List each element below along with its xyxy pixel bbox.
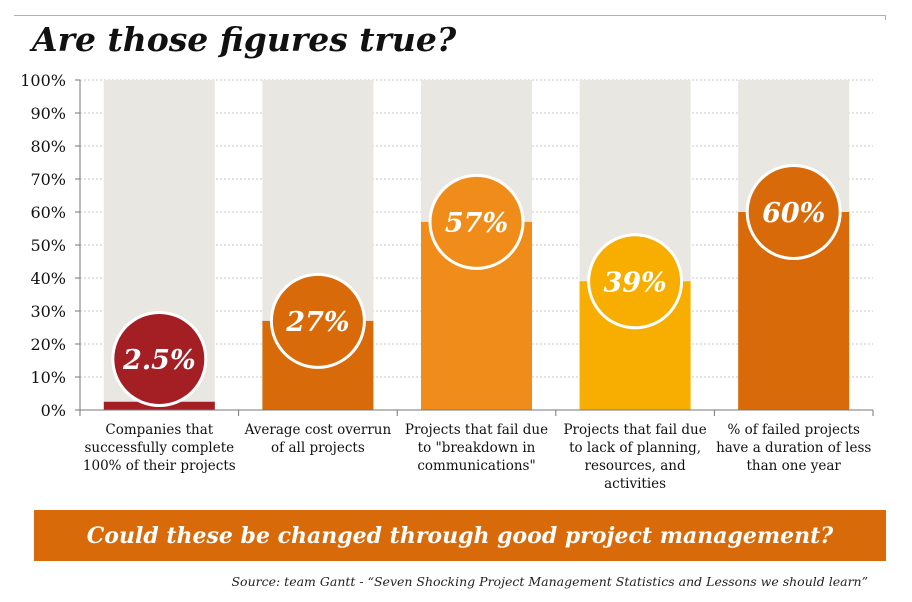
- y-tick-label: 10%: [30, 368, 66, 387]
- y-tick-label: 70%: [30, 170, 66, 189]
- source-citation: Source: team Gantt - “Seven Shocking Pro…: [231, 574, 868, 589]
- data-label: 2.5%: [122, 345, 196, 376]
- y-tick-label: 50%: [30, 236, 66, 255]
- y-tick-label: 20%: [30, 335, 66, 354]
- top-rule-tick: [885, 15, 886, 20]
- x-tick-label: Projects that fail due to "breakdown in co…: [405, 422, 548, 474]
- bar-chart: 0% 10% 20% 30% 40% 50% 60% 70% 80% 90% 100% Compani…: [20, 71, 874, 492]
- y-tick-label: 40%: [30, 269, 66, 288]
- data-label: 39%: [603, 267, 666, 298]
- page-title: Are those figures true?: [32, 20, 457, 59]
- value-badge: [114, 314, 205, 404]
- value-badge: [272, 275, 363, 366]
- y-tick-label: 90%: [30, 104, 66, 123]
- y-tick-label: 100%: [20, 71, 66, 90]
- x-tick-label: Average cost overrun of all projects: [244, 422, 392, 456]
- y-tick-label: 80%: [30, 137, 66, 156]
- value-badge: [590, 236, 681, 327]
- question-banner: Could these be changed through good proj…: [34, 510, 886, 561]
- value-badge: [431, 176, 522, 267]
- value-badge: [748, 167, 839, 257]
- x-tick-label: Companies that successfully complete 100% …: [83, 422, 236, 474]
- y-tick-label: 60%: [30, 203, 66, 222]
- y-tick-label: 30%: [30, 302, 66, 321]
- top-rule: [14, 15, 886, 16]
- data-label: 57%: [445, 208, 508, 239]
- y-tick-label: 0%: [41, 401, 66, 420]
- x-tick-label: Projects that fail due to lack of plannin…: [563, 422, 706, 492]
- x-tick-label: % of failed projects have a duration of l…: [716, 422, 871, 474]
- data-label: 27%: [285, 307, 349, 338]
- banner-text: Could these be changed through good proj…: [86, 522, 834, 549]
- data-label: 60%: [762, 198, 825, 229]
